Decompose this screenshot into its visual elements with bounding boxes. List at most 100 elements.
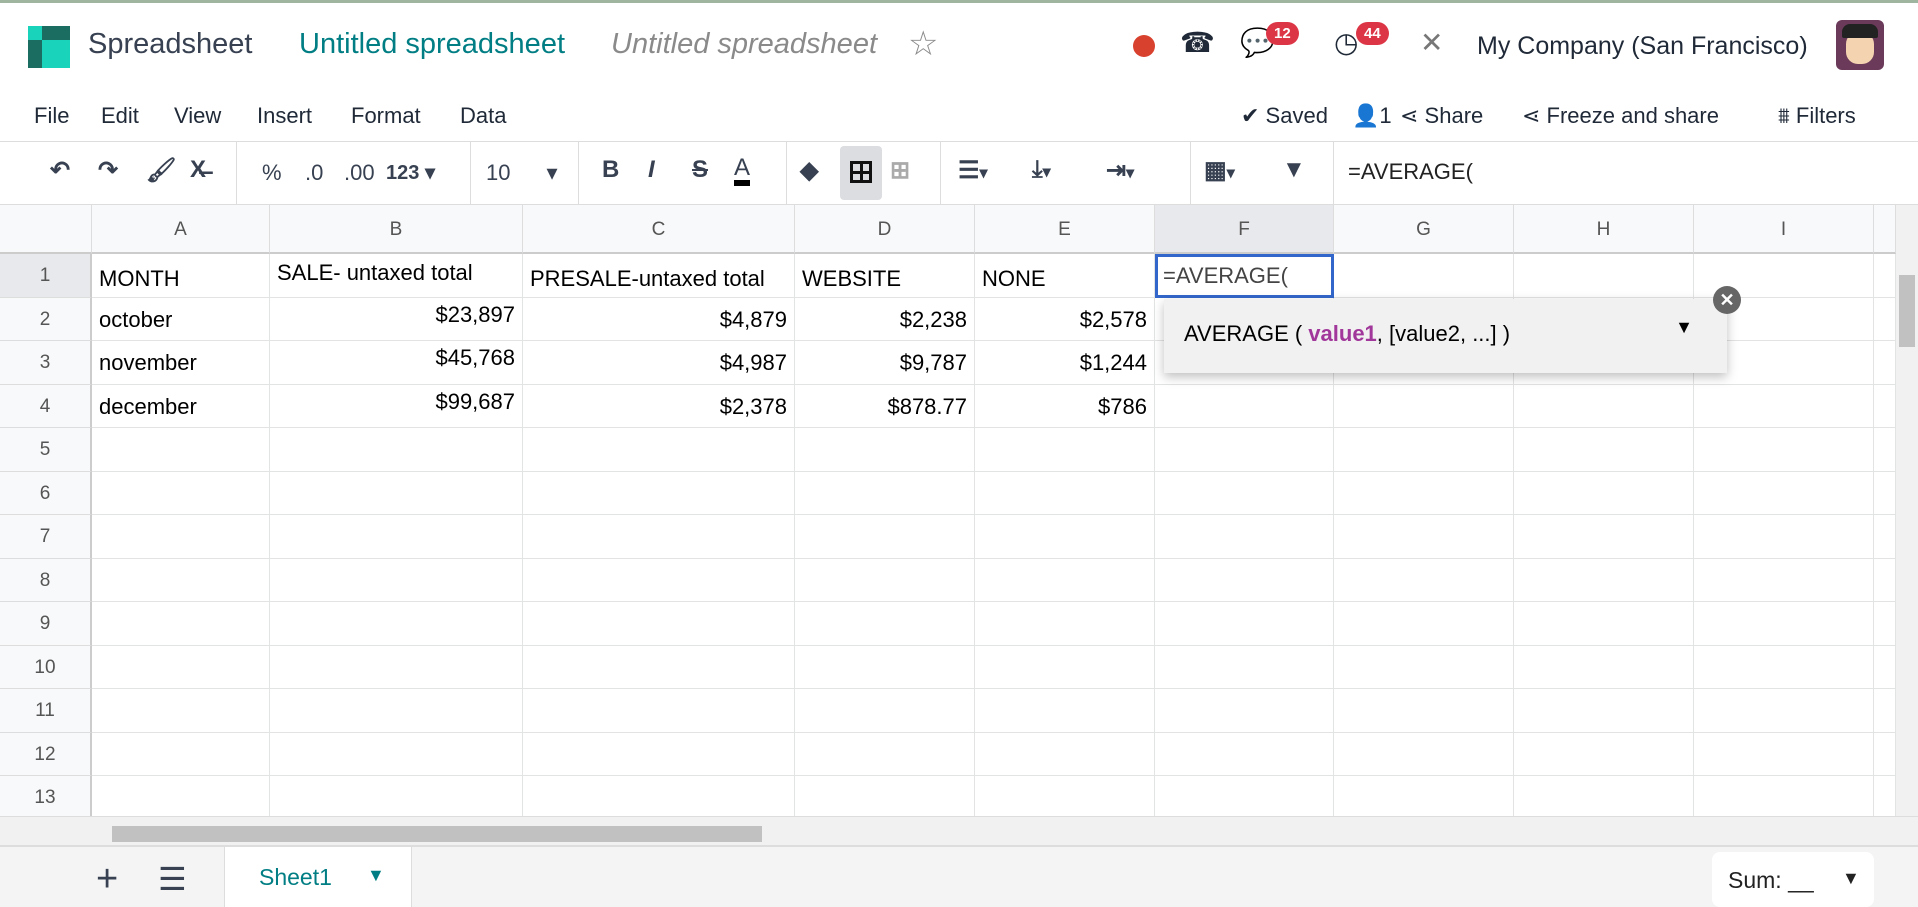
cell-H4[interactable] [1514, 384, 1694, 428]
menu-format[interactable]: Format [351, 103, 421, 128]
undo-icon[interactable]: ↶ [50, 157, 71, 184]
cell-A11[interactable] [92, 689, 270, 733]
cell-F9[interactable] [1155, 602, 1334, 646]
sum-selector[interactable]: Sum: __ ▼ [1712, 852, 1874, 907]
cell-F10[interactable] [1155, 645, 1334, 689]
cell-B3[interactable]: $45,768 [270, 341, 523, 385]
cell-C2[interactable]: $4,879 [523, 297, 795, 341]
cell-I11[interactable] [1694, 689, 1874, 733]
cell-E12[interactable] [975, 732, 1155, 776]
cell-J11[interactable] [1874, 689, 1896, 733]
cell-D12[interactable] [795, 732, 975, 776]
cell-D4[interactable]: $878.77 [795, 384, 975, 428]
increase-decimal-button[interactable]: .00 [344, 160, 375, 185]
cell-E5[interactable] [975, 428, 1155, 472]
cell-E6[interactable] [975, 471, 1155, 515]
cell-B2[interactable]: $23,897 [270, 297, 523, 341]
cell-A2[interactable]: october [92, 297, 270, 341]
spreadsheet-grid[interactable]: A B C D E F G H I 1 MONTH SALE- untaxed total PRESAL… [0, 205, 1896, 820]
cell-G6[interactable] [1334, 471, 1514, 515]
cell-C10[interactable] [523, 645, 795, 689]
row-header-10[interactable]: 10 [0, 645, 92, 689]
merge-cells-icon[interactable]: ⊞ [890, 157, 911, 184]
cell-H11[interactable] [1514, 689, 1694, 733]
menu-view[interactable]: View [174, 103, 222, 128]
filter-icon[interactable]: ▼ [1282, 156, 1306, 183]
borders-button[interactable] [840, 146, 882, 200]
italic-button[interactable]: I [648, 156, 655, 183]
cell-F1[interactable]: =AVERAGE( [1155, 254, 1334, 298]
font-size-dropdown[interactable]: 10 ▾ [486, 160, 558, 186]
cell-A9[interactable] [92, 602, 270, 646]
column-header-G[interactable]: G [1334, 205, 1514, 254]
app-name[interactable]: Spreadsheet [88, 28, 253, 60]
cell-C8[interactable] [523, 558, 795, 602]
column-header-H[interactable]: H [1514, 205, 1694, 254]
column-header-C[interactable]: C [523, 205, 795, 254]
cell-I4[interactable] [1694, 384, 1874, 428]
cell-G7[interactable] [1334, 515, 1514, 559]
column-header-D[interactable]: D [795, 205, 975, 254]
function-autocomplete[interactable]: AVERAGE ( value1, [value2, ...] ) ▼ [1164, 299, 1727, 373]
cell-H10[interactable] [1514, 645, 1694, 689]
cell-H13[interactable] [1514, 776, 1694, 820]
cell-D13[interactable] [795, 776, 975, 820]
text-color-button[interactable]: A [734, 156, 751, 186]
cell-D3[interactable]: $9,787 [795, 341, 975, 385]
cell-C1[interactable]: PRESALE-untaxed total [523, 254, 795, 298]
share-button[interactable]: ⋖ Share [1400, 103, 1483, 129]
cell-B4[interactable]: $99,687 [270, 384, 523, 428]
close-icon[interactable]: ✕ [1713, 286, 1741, 314]
cell-A3[interactable]: november [92, 341, 270, 385]
cell-J9[interactable] [1874, 602, 1896, 646]
row-header-9[interactable]: 9 [0, 602, 92, 646]
status-dot-icon[interactable] [1133, 35, 1155, 57]
vertical-align-dropdown[interactable]: ⤓▾ [1032, 156, 1051, 183]
cell-J4[interactable] [1874, 384, 1896, 428]
cell-G1[interactable] [1334, 254, 1514, 298]
cell-B12[interactable] [270, 732, 523, 776]
cell-E7[interactable] [975, 515, 1155, 559]
cell-C11[interactable] [523, 689, 795, 733]
column-header-B[interactable]: B [270, 205, 523, 254]
cell-J3[interactable] [1874, 341, 1896, 385]
cell-G10[interactable] [1334, 645, 1514, 689]
cell-D9[interactable] [795, 602, 975, 646]
cell-B6[interactable] [270, 471, 523, 515]
cell-J5[interactable] [1874, 428, 1896, 472]
cell-G8[interactable] [1334, 558, 1514, 602]
doc-title-input[interactable]: Untitled spreadsheet [611, 28, 877, 60]
cell-I2[interactable] [1694, 297, 1874, 341]
cell-G13[interactable] [1334, 776, 1514, 820]
star-icon[interactable]: ☆ [908, 25, 939, 63]
column-header-partial[interactable] [1874, 205, 1896, 254]
cell-J13[interactable] [1874, 776, 1896, 820]
menu-insert[interactable]: Insert [257, 103, 313, 128]
cell-I13[interactable] [1694, 776, 1874, 820]
clock-icon[interactable]: ◷ [1334, 27, 1359, 58]
horizontal-scrollbar[interactable] [0, 816, 1918, 845]
cell-D10[interactable] [795, 645, 975, 689]
formula-input[interactable]: =AVERAGE( [1348, 159, 1473, 184]
cell-F7[interactable] [1155, 515, 1334, 559]
column-header-E[interactable]: E [975, 205, 1155, 254]
cell-F8[interactable] [1155, 558, 1334, 602]
scroll-thumb[interactable] [112, 826, 762, 842]
cell-E10[interactable] [975, 645, 1155, 689]
number-format-dropdown[interactable]: 123 ▾ [386, 160, 435, 185]
cell-A5[interactable] [92, 428, 270, 472]
sheet-list-icon[interactable]: ☰ [158, 861, 187, 897]
paint-format-icon[interactable]: 🖌 [146, 157, 177, 184]
cell-H9[interactable] [1514, 602, 1694, 646]
cell-J12[interactable] [1874, 732, 1896, 776]
row-header-13[interactable]: 13 [0, 776, 92, 820]
clear-format-icon[interactable]: X̶ [190, 156, 207, 183]
cell-E4[interactable]: $786 [975, 384, 1155, 428]
horizontal-align-dropdown[interactable]: ☰▾ [958, 157, 988, 184]
bold-button[interactable]: B [602, 156, 620, 183]
cell-A12[interactable] [92, 732, 270, 776]
cell-D6[interactable] [795, 471, 975, 515]
cell-F13[interactable] [1155, 776, 1334, 820]
expand-caret-icon[interactable]: ▼ [1675, 317, 1693, 337]
cell-J6[interactable] [1874, 471, 1896, 515]
